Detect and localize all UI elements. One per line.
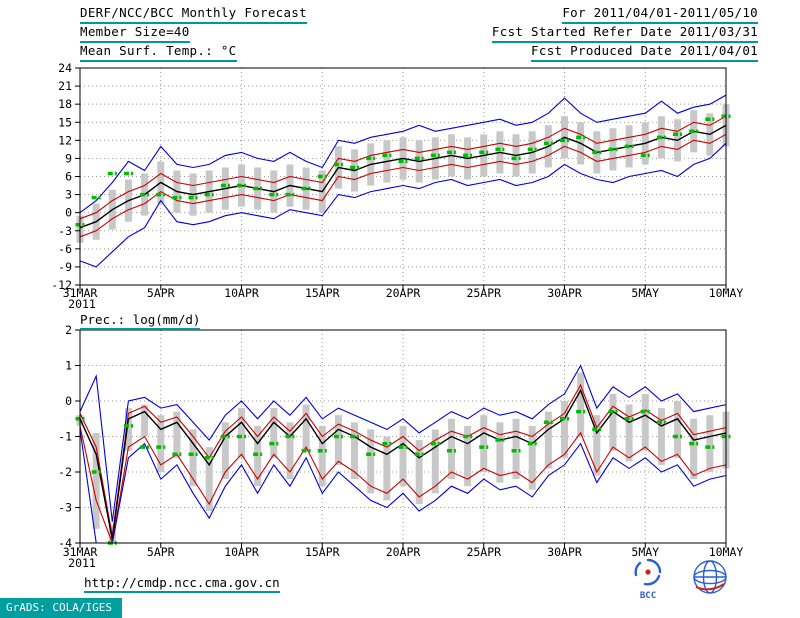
svg-text:6: 6 bbox=[65, 170, 72, 184]
temperature-series-spread-lower bbox=[79, 133, 727, 238]
svg-text:18: 18 bbox=[58, 97, 72, 111]
svg-text:5APR: 5APR bbox=[147, 545, 175, 559]
svg-text:1: 1 bbox=[65, 359, 72, 373]
temperature-series-spread-upper bbox=[79, 115, 727, 220]
svg-text:-3: -3 bbox=[58, 501, 72, 515]
svg-text:-1: -1 bbox=[58, 430, 72, 444]
bcc-logo-icon: BCC bbox=[634, 558, 662, 601]
svg-text:-9: -9 bbox=[58, 260, 72, 274]
bcc-logo-label: BCC bbox=[640, 591, 656, 601]
svg-text:3: 3 bbox=[65, 188, 72, 202]
forecast-range-label: For 2011/04/01-2011/05/10 bbox=[562, 5, 758, 24]
source-url-text: http://cmdp.ncc.cma.gov.cn bbox=[84, 575, 280, 593]
svg-text:15APR: 15APR bbox=[305, 545, 340, 559]
svg-text:31MAR: 31MAR bbox=[63, 286, 98, 300]
temperature-panel-title: Mean Surf. Temp.: °C bbox=[80, 43, 237, 62]
svg-text:5MAY: 5MAY bbox=[631, 286, 659, 300]
temperature-series-ensemble-max bbox=[79, 94, 727, 214]
precipitation-panel-title: Prec.: log(mm/d) bbox=[80, 312, 201, 330]
temperature-series-ensemble-mean bbox=[79, 124, 727, 229]
footer-logos: BCC bbox=[634, 558, 727, 601]
svg-text:-3: -3 bbox=[58, 224, 72, 238]
bcc-logo-center-dot bbox=[645, 569, 651, 575]
svg-text:5MAY: 5MAY bbox=[631, 545, 659, 559]
svg-text:0: 0 bbox=[65, 206, 72, 220]
svg-text:30APR: 30APR bbox=[547, 286, 582, 300]
svg-text:25APR: 25APR bbox=[466, 545, 501, 559]
svg-text:9: 9 bbox=[65, 151, 72, 165]
svg-text:30APR: 30APR bbox=[547, 545, 582, 559]
svg-text:15APR: 15APR bbox=[305, 286, 340, 300]
member-size-label: Member Size=40 bbox=[80, 24, 190, 43]
precipitation-series-ensemble-max bbox=[79, 364, 727, 522]
svg-text:10APR: 10APR bbox=[224, 286, 259, 300]
cma-globe-logo-icon bbox=[693, 560, 727, 594]
svg-text:10APR: 10APR bbox=[224, 545, 259, 559]
produced-date-label: Fcst Produced Date 2011/04/01 bbox=[531, 43, 758, 62]
precipitation-series-spread-lower bbox=[79, 425, 727, 546]
cma-logo-swoosh bbox=[695, 583, 725, 591]
svg-text:-6: -6 bbox=[58, 242, 72, 256]
svg-text:5APR: 5APR bbox=[147, 286, 175, 300]
temperature-observation-dashes bbox=[75, 114, 731, 227]
refer-date-label: Fcst Started Refer Date 2011/03/31 bbox=[491, 24, 758, 43]
svg-text:-12: -12 bbox=[51, 278, 72, 292]
svg-text:24: 24 bbox=[58, 61, 72, 75]
svg-text:0: 0 bbox=[65, 394, 72, 408]
precipitation-series-spread-upper bbox=[79, 383, 727, 536]
grads-stamp: GrADS: COLA/IGES bbox=[0, 598, 122, 618]
svg-text:21: 21 bbox=[58, 79, 72, 93]
page-title: DERF/NCC/BCC Monthly Forecast bbox=[80, 5, 307, 24]
svg-text:10MAY: 10MAY bbox=[709, 545, 744, 559]
svg-text:-4: -4 bbox=[58, 536, 72, 550]
svg-text:2011: 2011 bbox=[68, 297, 96, 311]
precipitation-member-spread-bars bbox=[76, 372, 730, 543]
temperature-series-ensemble-min bbox=[79, 142, 727, 268]
svg-text:2: 2 bbox=[65, 323, 72, 337]
precipitation-series-ensemble-min bbox=[79, 429, 727, 544]
svg-text:20APR: 20APR bbox=[386, 545, 421, 559]
svg-text:20APR: 20APR bbox=[386, 286, 421, 300]
svg-text:12: 12 bbox=[58, 133, 72, 147]
svg-text:2011: 2011 bbox=[68, 556, 96, 570]
svg-text:10MAY: 10MAY bbox=[709, 286, 744, 300]
svg-text:-2: -2 bbox=[58, 465, 72, 479]
svg-text:15: 15 bbox=[58, 115, 72, 129]
svg-text:25APR: 25APR bbox=[466, 286, 501, 300]
svg-text:31MAR: 31MAR bbox=[63, 545, 98, 559]
precipitation-series-ensemble-mean bbox=[79, 388, 727, 540]
